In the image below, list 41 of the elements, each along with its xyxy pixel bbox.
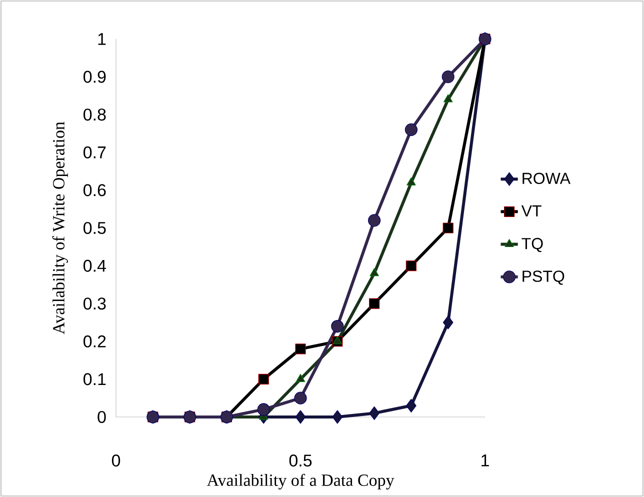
point (406, 260, 417, 272)
y-tick-label: 0.7 (84, 146, 106, 158)
point (295, 344, 306, 354)
y-tick-label: 1 (98, 33, 106, 45)
point (332, 410, 343, 424)
point (332, 336, 342, 344)
y-tick-label: 0 (98, 410, 106, 424)
y-tick-label: 0.8 (84, 108, 106, 121)
point (442, 222, 454, 234)
point (369, 406, 380, 420)
y-tick-label: 0.6 (84, 184, 106, 196)
point (370, 268, 379, 276)
point (331, 320, 344, 333)
legend-label: VT (521, 205, 542, 216)
x-axis-title: Availability of a Data Copy (206, 474, 394, 490)
point (404, 123, 418, 136)
y-tick-label: 0.4 (84, 260, 106, 272)
y-tick-label: 0.3 (84, 298, 106, 310)
x-tick-label: 0.5 (289, 454, 312, 467)
y-axis-title: Availability of Write Operation (52, 122, 68, 334)
point (442, 316, 454, 330)
point (257, 403, 270, 416)
y-tick-label: 0.9 (84, 70, 106, 83)
point (295, 410, 306, 424)
point (406, 398, 416, 412)
point (406, 177, 416, 186)
legend-label: PSTQ (522, 270, 564, 285)
legend-label: TQ (522, 238, 543, 252)
y-tick-label: 0.5 (84, 222, 106, 234)
point (443, 94, 453, 102)
y-tick-label: 0.2 (84, 335, 106, 348)
y-tick-label: 0.1 (84, 373, 106, 386)
point (258, 374, 269, 384)
point (442, 70, 454, 84)
point (368, 214, 381, 227)
point (369, 298, 380, 309)
x-tick-label: 0 (112, 454, 120, 467)
x-tick-label: 1 (482, 454, 489, 466)
legend-label: ROWA (522, 172, 570, 184)
point (294, 392, 307, 404)
point (296, 374, 306, 382)
